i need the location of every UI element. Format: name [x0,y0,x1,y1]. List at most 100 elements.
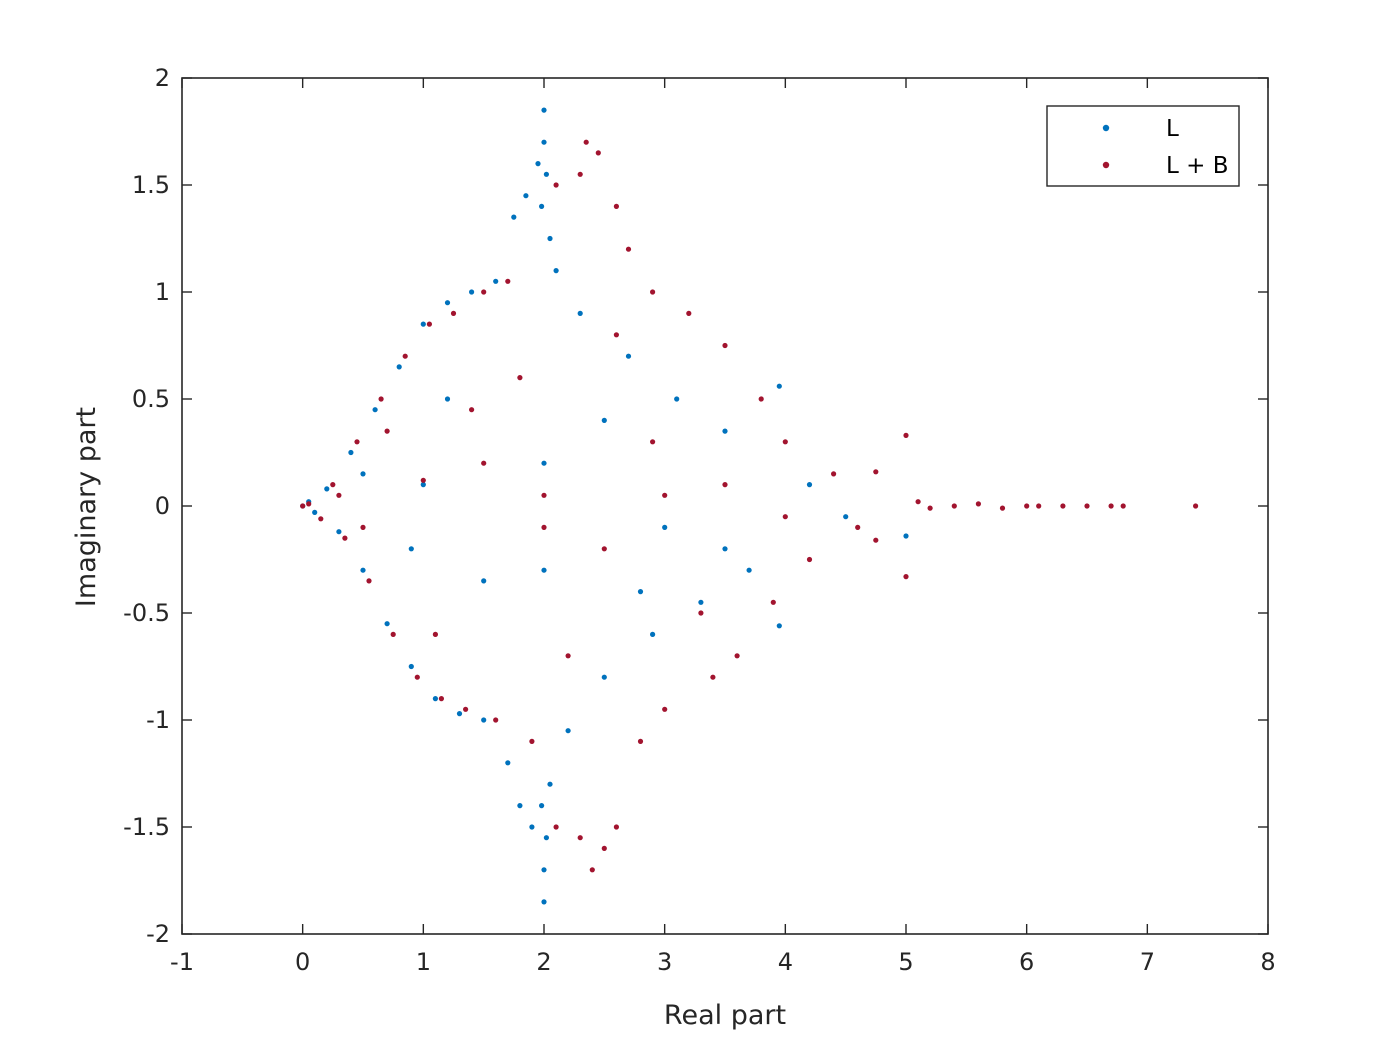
data-point [782,439,788,445]
data-point [336,529,342,535]
data-point [312,509,318,515]
data-point [541,107,547,113]
data-point [855,524,861,531]
data-point [553,268,559,274]
x-tick-label: -1 [170,948,194,976]
data-point [360,567,366,573]
legend-label-L-plus-B: L + B [1166,153,1229,179]
data-point [450,310,457,316]
data-point [637,738,644,745]
data-point [354,439,360,445]
data-point [378,396,384,402]
data-point [903,533,909,539]
data-point [541,524,547,531]
data-point [565,653,571,659]
y-tick-label: 0.5 [132,385,170,413]
data-point [330,482,336,488]
data-point [547,235,553,242]
data-point [342,535,348,541]
data-point [493,717,499,723]
data-point [722,342,728,349]
data-point [408,546,414,552]
data-point [577,171,583,177]
data-point [426,321,432,327]
data-point [776,623,782,629]
data-point [511,214,517,220]
data-point [553,824,559,830]
data-point [541,867,547,873]
legend-marker-L [1102,124,1110,132]
data-point [674,396,680,402]
data-point [637,589,644,595]
data-point [408,663,414,670]
x-tick-label: 5 [898,948,913,976]
data-point [758,396,764,402]
data-point [999,505,1006,511]
data-point [625,246,632,252]
data-point [539,803,545,809]
data-point [372,407,378,413]
data-point [348,449,354,456]
data-point [1060,503,1066,509]
data-point [806,482,813,488]
legend: L L + B [1046,105,1240,187]
data-point [541,567,547,573]
data-point [541,492,547,498]
data-point [543,835,550,841]
x-tick-label: 3 [657,948,672,976]
data-point [529,738,535,745]
data-point [360,471,366,477]
data-point [650,289,656,295]
data-point [517,803,523,809]
data-point [770,599,776,605]
series-L-plus-B [300,139,1199,873]
data-point [662,492,668,498]
data-point [577,310,583,316]
x-tick-label: 2 [536,948,551,976]
data-point [746,567,752,573]
data-point [873,537,879,543]
data-point [734,653,740,659]
data-point [583,139,589,145]
data-point [432,696,438,702]
data-point [402,353,408,359]
data-point [463,706,469,712]
data-point [414,674,420,680]
data-point [444,300,451,306]
series-L [300,107,909,905]
x-axis-title: Real part [664,1000,786,1031]
data-point [601,674,607,680]
data-point [529,824,535,830]
data-point [384,428,390,434]
data-point [481,717,487,723]
x-tick-label: 7 [1140,948,1155,976]
data-point [650,439,656,445]
x-tick-label: 1 [416,948,431,976]
data-point [505,760,511,766]
data-point [469,289,475,295]
data-point [493,278,499,284]
data-point [613,332,620,338]
data-point [523,193,529,199]
data-point [1024,503,1030,509]
data-point [722,482,728,488]
data-point [543,171,550,177]
legend-marker-L-plus-B [1102,161,1110,169]
y-tick-label: 2 [155,64,170,92]
data-point [650,631,656,638]
data-point [541,460,547,466]
y-tick-label: 0 [155,492,170,520]
data-point [1108,503,1114,509]
x-tick-label: 4 [778,948,793,976]
data-point [951,503,957,509]
data-point [613,203,620,209]
points-layer [300,107,1199,905]
y-tick-label: -1.5 [123,813,170,841]
data-point [1120,503,1126,509]
data-point [469,407,475,413]
data-point [565,728,571,734]
legend-box [1046,105,1240,187]
data-point [873,469,879,475]
plot-frame [181,77,1269,935]
data-point [601,417,607,423]
